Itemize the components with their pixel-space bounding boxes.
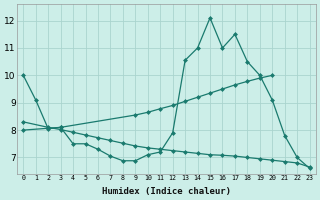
X-axis label: Humidex (Indice chaleur): Humidex (Indice chaleur)	[102, 187, 231, 196]
